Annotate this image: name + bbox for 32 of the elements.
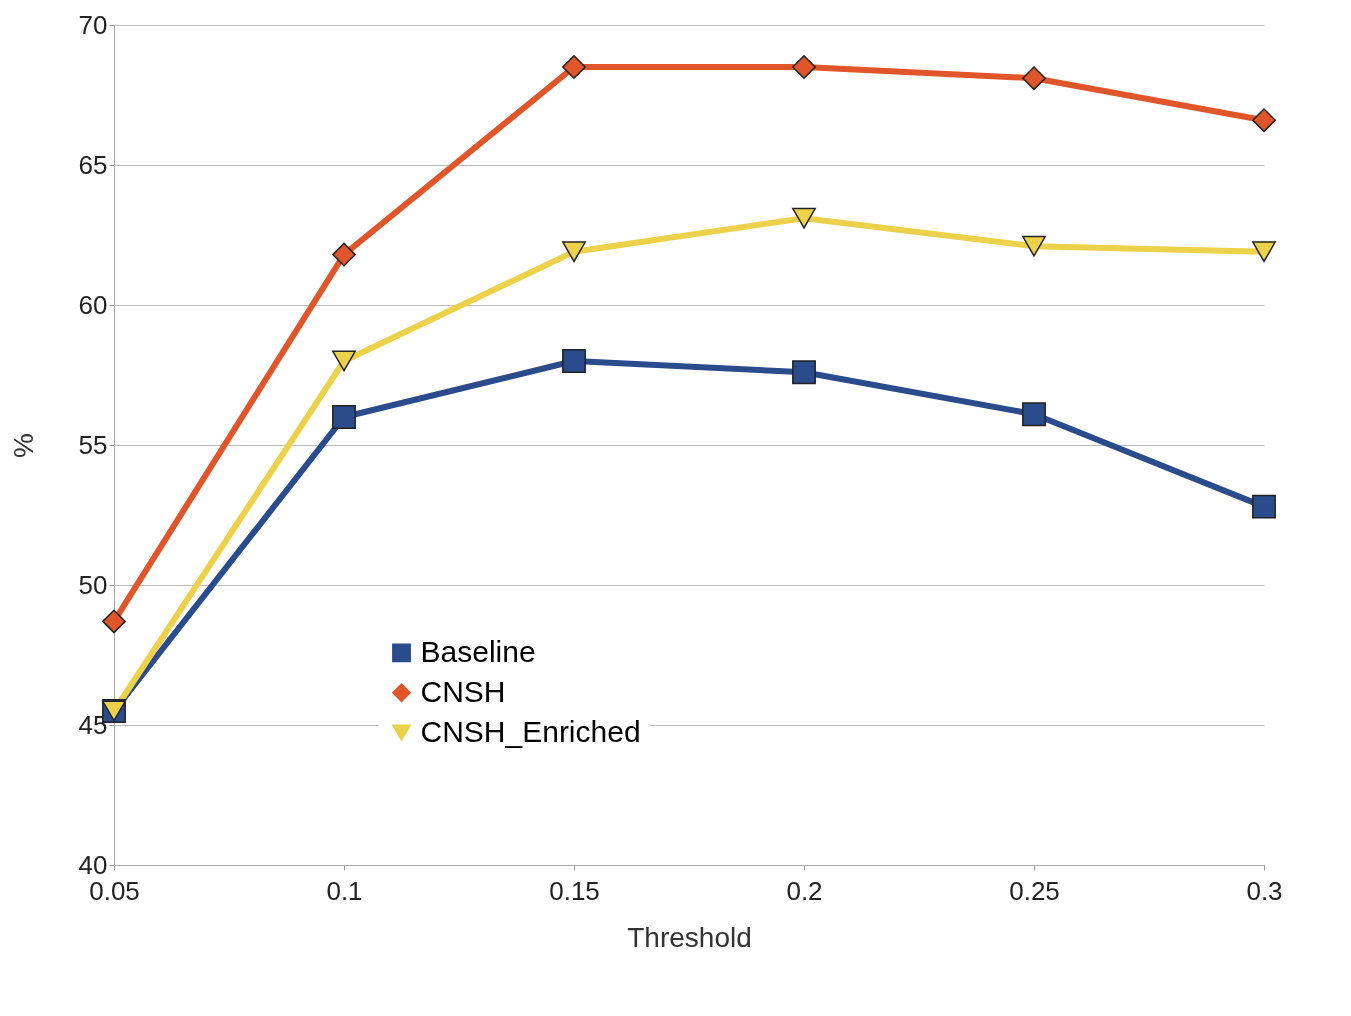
y-tick-label: 45 <box>78 709 108 740</box>
point <box>792 360 816 385</box>
point <box>102 609 126 634</box>
point <box>332 350 356 372</box>
point <box>562 55 586 79</box>
legend-label: CNSH_Enriched <box>420 714 641 748</box>
point <box>1022 235 1046 257</box>
legend-label: Baseline <box>420 634 536 668</box>
point <box>792 207 816 229</box>
x-tick-label: 0.3 <box>1246 875 1283 906</box>
y-tick-label: 60 <box>78 289 108 320</box>
point <box>1252 108 1276 133</box>
point <box>1252 494 1276 519</box>
point <box>332 405 356 429</box>
point <box>1252 241 1276 263</box>
y-tick-label: 50 <box>78 569 108 600</box>
point <box>1022 66 1046 91</box>
point <box>1022 402 1046 427</box>
x-tick-label: 0.2 <box>786 875 823 906</box>
x-axis-title: Threshold <box>627 921 752 953</box>
x-tick-label: 0.25 <box>1009 875 1060 906</box>
y-tick-label: 65 <box>78 149 108 180</box>
point <box>562 349 586 373</box>
x-tick-label: 0.15 <box>549 875 600 906</box>
y-axis-title: % <box>7 433 39 458</box>
x-tick-label: 0.1 <box>326 875 363 906</box>
legend-label: CNSH <box>420 674 506 708</box>
point <box>332 242 356 267</box>
y-tick-label: 70 <box>78 9 108 40</box>
y-tick-label: 55 <box>78 429 108 460</box>
point <box>792 55 816 79</box>
point <box>562 241 586 263</box>
